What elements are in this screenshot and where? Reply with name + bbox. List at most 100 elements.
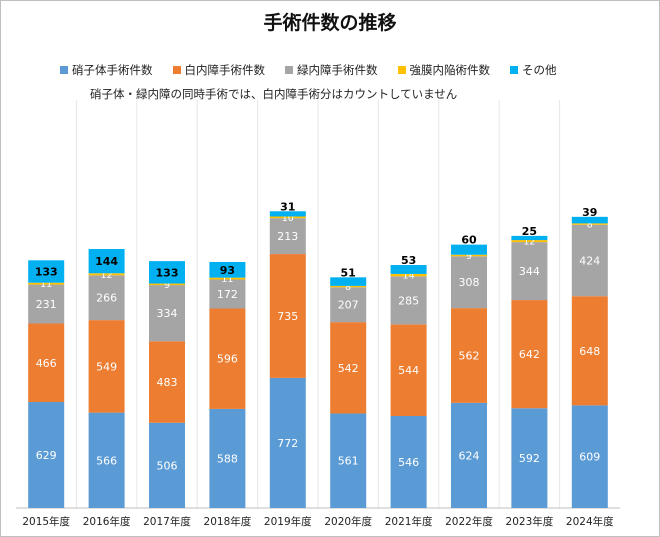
bar-segment xyxy=(28,323,65,403)
bar-segment xyxy=(209,261,246,278)
legend-swatch xyxy=(60,66,68,74)
bar-segment xyxy=(88,249,125,274)
bar-segment xyxy=(451,308,487,403)
data-label: 51 xyxy=(341,266,356,279)
data-label: 334 xyxy=(157,307,178,320)
data-label: 466 xyxy=(36,357,57,370)
x-tick-label: 2015年度 xyxy=(22,515,70,528)
bar-segment xyxy=(88,320,125,413)
bar-segment xyxy=(209,279,246,309)
legend-item-other: その他 xyxy=(510,62,557,78)
data-label: 483 xyxy=(157,376,178,389)
bar-segment xyxy=(571,224,608,297)
data-label: 144 xyxy=(95,255,118,268)
legend-swatch xyxy=(510,66,518,74)
data-label: 735 xyxy=(277,310,298,323)
data-label: 8 xyxy=(345,282,351,293)
data-label: 566 xyxy=(96,454,117,467)
bar-segment xyxy=(209,408,246,508)
x-tick-label: 2019年度 xyxy=(264,515,312,528)
bar-segment xyxy=(149,341,185,423)
bar-segment xyxy=(390,415,427,508)
data-label: 10 xyxy=(282,213,294,224)
x-tick-label: 2022年度 xyxy=(445,515,493,528)
data-label: 11 xyxy=(221,274,233,285)
bar-segment xyxy=(451,402,487,508)
bar-segment xyxy=(209,277,246,280)
bar-segment xyxy=(571,223,608,225)
data-label: 14 xyxy=(403,271,415,282)
chart-note: 硝子体・緑内障の同時手術では、白内障手術分はカウントしていません xyxy=(90,87,458,101)
bar-segment xyxy=(88,273,125,276)
bar-segment xyxy=(390,276,427,325)
data-label: 588 xyxy=(217,452,238,465)
data-label: 648 xyxy=(579,345,600,358)
data-label: 9 xyxy=(164,280,170,291)
data-label: 11 xyxy=(40,279,52,290)
data-label: 133 xyxy=(156,266,179,279)
data-label: 12 xyxy=(101,270,113,281)
data-label: 609 xyxy=(579,451,600,464)
bar-segment xyxy=(390,265,427,274)
bar-segment xyxy=(511,408,548,508)
bar-segment xyxy=(390,273,427,277)
legend: 硝子体手術件数 白内障手術件数 緑内障手術件数 強膜内陥術件数 その他 xyxy=(60,62,577,78)
bar-segment xyxy=(269,216,306,219)
data-label: 9 xyxy=(466,251,472,262)
x-tick-label: 2020年度 xyxy=(324,515,372,528)
bar-segment xyxy=(269,218,306,255)
x-tick-label: 2017年度 xyxy=(143,515,191,528)
legend-item-glaucoma: 緑内障手術件数 xyxy=(285,62,378,78)
legend-item-vitreous: 硝子体手術件数 xyxy=(60,62,153,78)
legend-label: 緑内障手術件数 xyxy=(297,63,378,77)
bar-segment xyxy=(149,285,185,342)
data-label: 25 xyxy=(522,225,537,238)
x-tick-label: 2021年度 xyxy=(385,515,433,528)
data-label: 308 xyxy=(459,276,480,289)
data-label: 772 xyxy=(277,437,298,450)
bar-segment xyxy=(88,275,125,321)
legend-swatch xyxy=(397,66,406,74)
data-label: 133 xyxy=(35,266,58,279)
bar-segment xyxy=(571,405,608,508)
chart-title: 手術件数の推移 xyxy=(263,12,397,34)
bar-segment xyxy=(149,283,185,286)
data-label: 285 xyxy=(398,294,419,307)
bar-segment xyxy=(330,277,367,286)
bar-segment xyxy=(269,254,306,378)
bar-segment xyxy=(209,308,246,409)
bar-segment xyxy=(149,422,185,508)
data-label: 231 xyxy=(36,298,57,311)
bar-segment xyxy=(511,300,548,409)
bar-segment xyxy=(28,284,65,324)
data-label: 544 xyxy=(398,364,419,377)
bar-segment xyxy=(269,377,306,508)
x-tick-label: 2023年度 xyxy=(506,515,554,528)
data-label: 596 xyxy=(217,353,238,366)
legend-label: 白内障手術件数 xyxy=(184,63,266,77)
bar-segment xyxy=(149,261,185,284)
bar-segment xyxy=(451,254,487,257)
legend-label: 硝子体手術件数 xyxy=(72,63,153,77)
data-label: 561 xyxy=(338,455,359,468)
data-label: 207 xyxy=(338,299,359,312)
data-label: 592 xyxy=(519,452,540,465)
data-label: 642 xyxy=(519,348,540,361)
x-tick-label: 2018年度 xyxy=(204,515,252,528)
bar-segment xyxy=(390,324,427,416)
data-label: 624 xyxy=(459,449,480,462)
bar-segment xyxy=(28,402,65,508)
legend-swatch xyxy=(285,66,293,74)
data-label: 542 xyxy=(338,362,359,375)
data-label: 213 xyxy=(277,230,298,243)
legend-label: 強膜内陥術件数 xyxy=(409,63,491,77)
legend-swatch xyxy=(172,66,181,74)
bar-segment xyxy=(330,322,367,414)
bar-segment xyxy=(330,285,367,288)
data-label: 546 xyxy=(398,456,419,469)
data-label: 12 xyxy=(523,237,535,248)
data-label: 424 xyxy=(579,254,600,267)
bar-segment xyxy=(571,216,608,224)
data-label: 266 xyxy=(96,292,117,305)
data-label: 31 xyxy=(280,200,295,213)
